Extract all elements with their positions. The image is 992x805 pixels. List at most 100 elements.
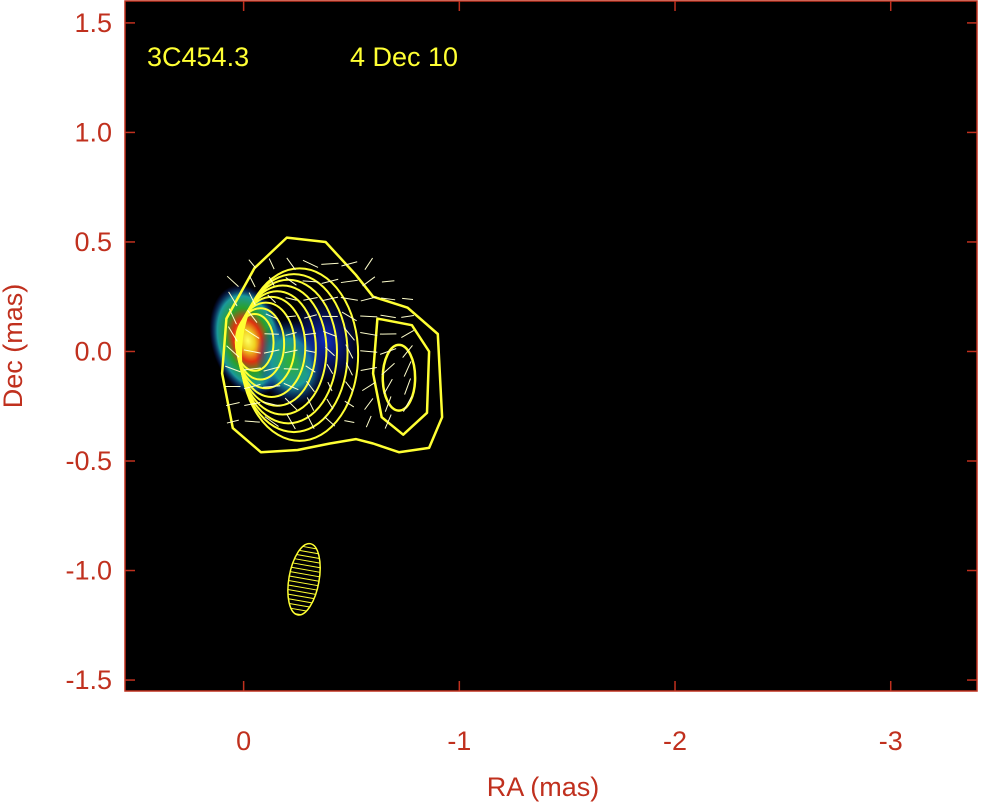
evpa-vector-72 <box>360 315 378 318</box>
evpa-vector-57 <box>326 398 334 410</box>
evpa-vector-0 <box>226 275 239 287</box>
contour-8 <box>239 267 360 442</box>
evpa-vector-54 <box>324 346 335 357</box>
evpa-vector-83 <box>379 348 397 355</box>
beam-hatch-line <box>291 566 321 573</box>
evpa-vector-23 <box>264 333 279 335</box>
contour-outer <box>220 236 444 454</box>
evpa-vector-3 <box>227 326 238 342</box>
epoch-label: 4 Dec 10 <box>350 42 458 72</box>
beam-hatch-line <box>288 598 313 604</box>
source-label: 3C454.3 <box>147 42 249 72</box>
evpa-vector-60 <box>340 279 358 284</box>
evpa-vector-79 <box>381 280 395 283</box>
evpa-vector-78 <box>365 415 372 428</box>
evpa-vector-94 <box>403 396 413 412</box>
evpa-vector-2 <box>228 308 237 325</box>
y-axis-title: Dec (mas) <box>0 284 28 409</box>
evpa-vector-11 <box>248 292 256 306</box>
contour-jet-knot-outer <box>371 317 431 436</box>
evpa-vector-21 <box>267 294 276 304</box>
evpa-vector-19 <box>268 258 275 270</box>
evpa-vector-55 <box>326 364 334 374</box>
evpa-vector-31 <box>285 297 297 301</box>
evpa-vector-44 <box>305 350 316 353</box>
evpa-vector-17 <box>244 402 261 407</box>
evpa-vector-36 <box>283 382 299 391</box>
beam-hatch-line <box>294 558 321 564</box>
evpa-vector-58 <box>324 416 336 427</box>
contour-jet-knot-inner <box>381 343 417 412</box>
evpa-vector-59 <box>341 261 358 267</box>
contour-layer <box>220 236 444 454</box>
evpa-vector-8 <box>226 419 239 424</box>
polarization-vectors <box>225 257 415 430</box>
beam-hatch-line <box>287 593 315 600</box>
evpa-vector-93 <box>404 378 411 395</box>
evpa-vector-7 <box>225 402 240 407</box>
evpa-vector-33 <box>285 332 297 336</box>
y-tick-label-1: 1.0 <box>74 117 112 147</box>
evpa-vector-34 <box>284 349 298 354</box>
evpa-vector-41 <box>303 297 318 301</box>
evpa-vector-48 <box>306 414 315 429</box>
evpa-vector-61 <box>340 297 358 301</box>
beam-hatch-line <box>287 589 316 595</box>
evpa-vector-47 <box>306 397 315 411</box>
evpa-vector-81 <box>380 314 396 319</box>
evpa-vector-80 <box>381 297 396 301</box>
beam-hatch-line <box>292 562 321 569</box>
beam-hatch-line <box>289 602 310 608</box>
evpa-vector-10 <box>248 275 256 288</box>
beam-hatch-line <box>289 575 320 582</box>
evpa-vector-50 <box>321 278 339 284</box>
y-tick-label-5: -1.0 <box>65 556 112 586</box>
evpa-vector-1 <box>228 291 238 307</box>
evpa-vector-67 <box>344 400 355 408</box>
evpa-vector-29 <box>286 257 296 271</box>
beam-ellipse <box>287 542 321 616</box>
evpa-vector-18 <box>244 420 260 423</box>
evpa-vector-70 <box>362 276 376 287</box>
evpa-vector-25 <box>263 366 280 372</box>
evpa-vector-76 <box>361 382 376 392</box>
evpa-vector-28 <box>264 416 279 427</box>
y-tick-label-3: 0.0 <box>74 336 112 366</box>
evpa-vector-13 <box>245 329 260 339</box>
beam-hatch-line <box>299 549 319 555</box>
evpa-vector-75 <box>360 366 377 372</box>
evpa-vector-14 <box>243 349 261 354</box>
x-tick-label-3: -3 <box>879 726 903 756</box>
evpa-vector-64 <box>345 344 354 359</box>
evpa-vector-39 <box>302 259 319 268</box>
evpa-vector-45 <box>305 365 316 373</box>
evpa-vector-92 <box>403 361 412 377</box>
evpa-vector-69 <box>364 257 374 270</box>
evpa-vector-49 <box>321 262 339 265</box>
plot-frame <box>124 0 978 692</box>
axis-ticks: 0 -1 -2 -3 1.5 1.0 0.5 0.0 -0.5 -1.0 -1.5 <box>65 1 977 756</box>
evpa-vector-15 <box>243 367 261 371</box>
evpa-vector-22 <box>265 313 278 320</box>
evpa-vector-74 <box>360 350 378 353</box>
evpa-vector-40 <box>302 280 319 283</box>
evpa-vector-38 <box>286 413 296 430</box>
evpa-vector-30 <box>285 277 297 286</box>
evpa-vector-87 <box>384 414 392 429</box>
evpa-vector-73 <box>360 331 378 336</box>
evpa-vector-62 <box>341 311 357 322</box>
evpa-vector-53 <box>323 330 337 337</box>
y-tick-label-0: 1.5 <box>74 8 112 38</box>
evpa-vector-63 <box>343 327 355 341</box>
evpa-vector-16 <box>243 383 261 390</box>
beam-hatch-line <box>302 545 317 550</box>
evpa-vector-26 <box>263 385 281 388</box>
beam-hatch-line <box>296 553 320 560</box>
evpa-vector-5 <box>225 365 241 373</box>
x-tick-label-0: 0 <box>236 726 251 756</box>
evpa-vector-89 <box>401 314 414 318</box>
evpa-vector-24 <box>263 349 280 354</box>
evpa-vector-12 <box>247 309 258 323</box>
x-axis-title: RA (mas) <box>487 772 600 802</box>
evpa-vector-51 <box>321 296 339 302</box>
